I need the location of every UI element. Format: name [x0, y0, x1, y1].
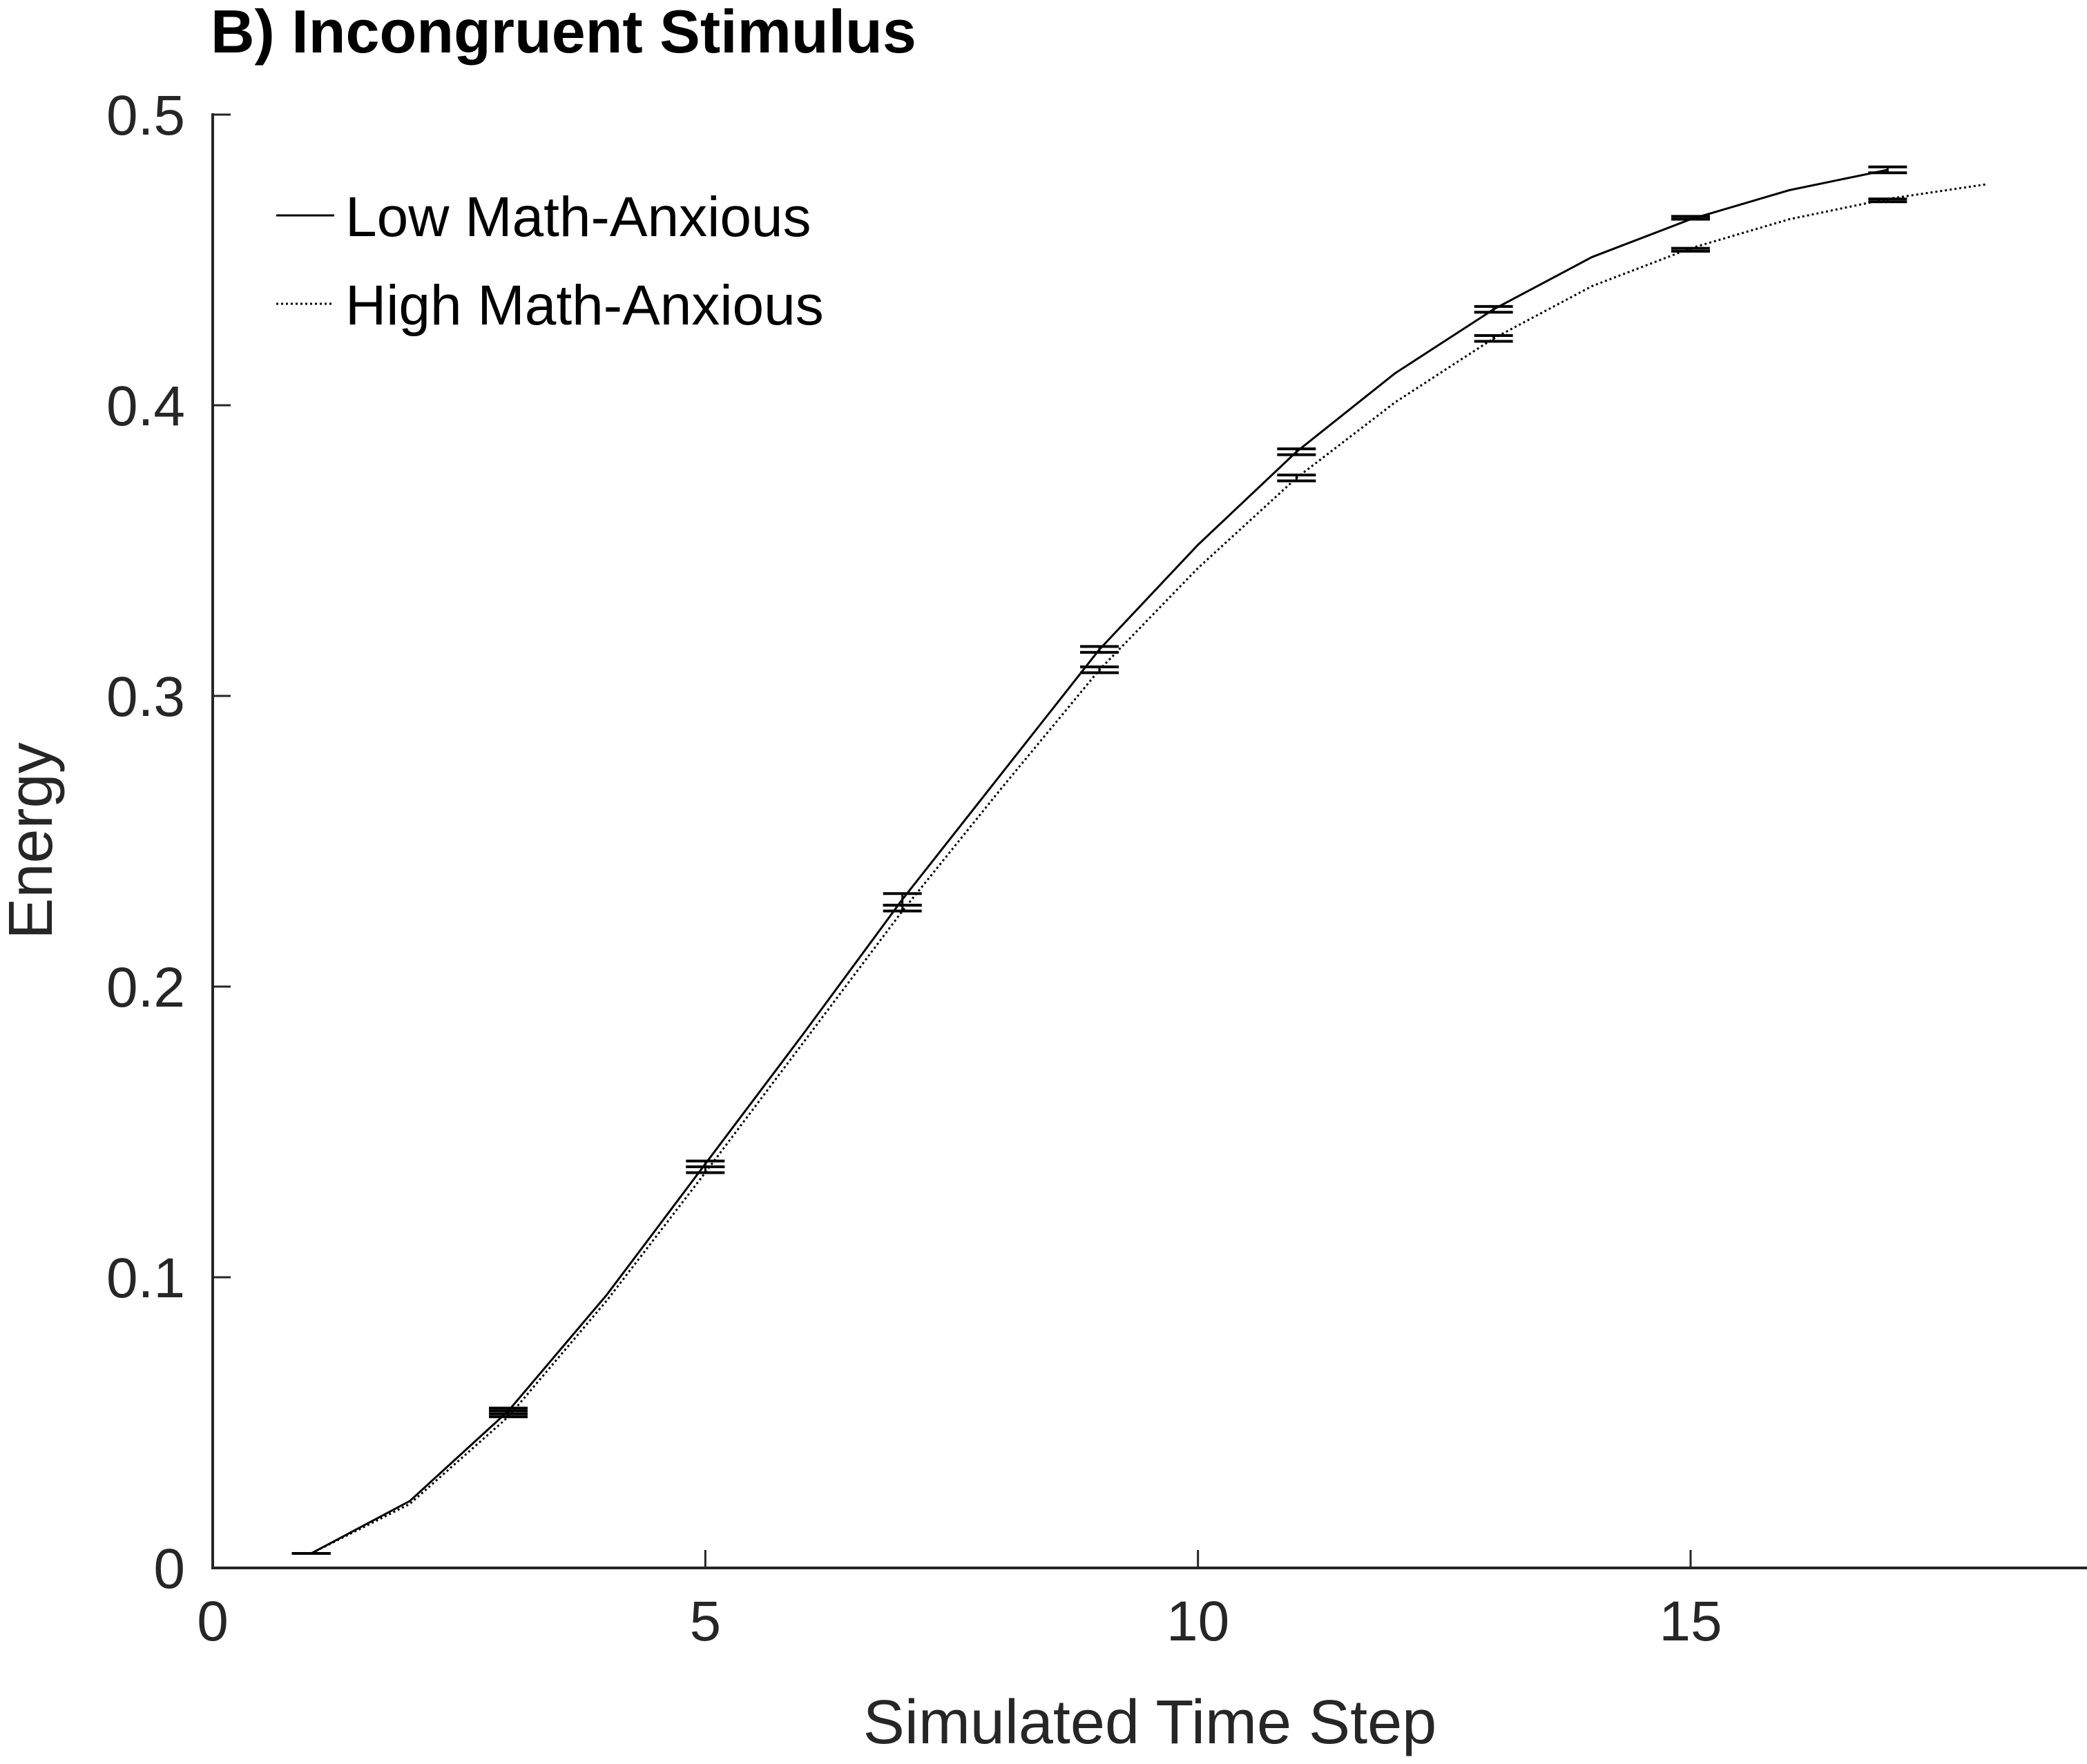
errorbar-low [883, 892, 922, 907]
y-tick-label: 0.4 [106, 375, 185, 438]
errorbar-low [1277, 447, 1316, 456]
x-tick-label: 0 [197, 1590, 229, 1653]
errorbar-high [1474, 333, 1513, 343]
x-tick-label: 5 [690, 1590, 722, 1653]
ticks [211, 113, 1692, 1569]
y-tick-label: 0 [153, 1538, 185, 1600]
chart-title: B) Incongruent Stimulus [211, 0, 916, 66]
errorbar-high [489, 1409, 528, 1419]
y-axis-title: Energy [0, 742, 66, 939]
y-tick-label: 0.3 [106, 666, 185, 728]
x-tick-label: 10 [1166, 1590, 1229, 1653]
errorbar-low [1474, 304, 1513, 314]
series-line-low [310, 168, 1888, 1555]
axes [211, 113, 2087, 1569]
errorbar-low [1868, 165, 1907, 175]
errorbar-high [1868, 197, 1907, 204]
errorbar-high [686, 1165, 725, 1174]
x-tick-label: 15 [1659, 1590, 1722, 1653]
errorbar-low [1080, 645, 1119, 654]
series-line-high [311, 183, 1987, 1555]
y-tick-label: 0.5 [106, 84, 185, 147]
legend: Low Math-Anxious High Math-Anxious [276, 186, 824, 337]
tick-labels: 0 5 10 15 0 0.1 0.2 0.3 0.4 0.5 [106, 84, 1722, 1653]
y-tick-label: 0.1 [106, 1247, 185, 1310]
x-axis-title: Simulated Time Step [863, 1688, 1436, 1757]
errorbar-high [1277, 474, 1316, 483]
errorbar-high [1671, 246, 1710, 253]
y-tick-label: 0.2 [106, 956, 185, 1019]
errorbar-low [1671, 215, 1710, 221]
legend-label-low: Low Math-Anxious [345, 186, 811, 249]
errorbar-high [883, 904, 922, 913]
errorbar-high [1080, 665, 1119, 675]
legend-label-high: High Math-Anxious [345, 274, 824, 337]
series-layer [291, 165, 1987, 1555]
